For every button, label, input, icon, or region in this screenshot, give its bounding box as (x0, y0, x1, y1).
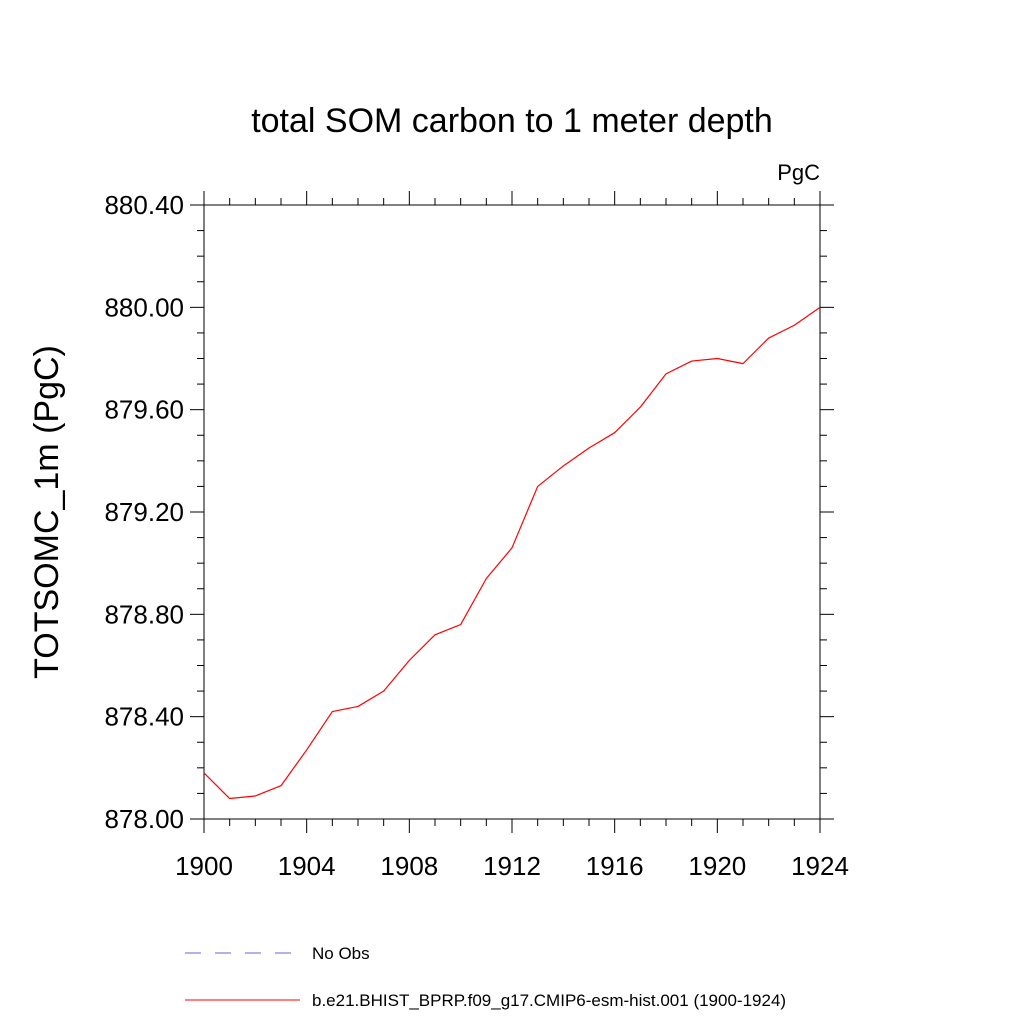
y-tick-label: 879.20 (104, 497, 184, 527)
y-tick-label: 880.00 (104, 292, 184, 322)
y-tick-labels: 878.00 878.40 878.80 879.20 879.60 880.00 880.… (104, 190, 184, 834)
legend: No Obs b.e21.BHIST_BPRP.f09_g17.CMIP6-es… (185, 944, 786, 1010)
x-tick-label: 1908 (380, 851, 438, 881)
axis-ticks (190, 191, 834, 833)
legend-no-obs-label: No Obs (312, 944, 370, 963)
x-tick-label: 1904 (278, 851, 336, 881)
series-lines (203, 306, 821, 800)
x-tick-label: 1924 (791, 851, 849, 881)
y-tick-label: 878.80 (104, 599, 184, 629)
y-tick-label: 880.40 (104, 190, 184, 220)
legend-series-label: b.e21.BHIST_BPRP.f09_g17.CMIP6-esm-hist.… (312, 991, 786, 1010)
y-tick-label: 878.40 (104, 702, 184, 732)
y-tick-label: 879.60 (104, 395, 184, 425)
x-tick-labels: 1900 1904 1908 1912 1916 1920 1924 (175, 851, 849, 881)
x-tick-label: 1912 (483, 851, 541, 881)
chart-title: total SOM carbon to 1 meter depth (251, 102, 773, 140)
x-tick-label: 1900 (175, 851, 233, 881)
x-tick-label: 1916 (586, 851, 644, 881)
series-line (203, 306, 821, 800)
plot-frame (203, 204, 821, 820)
y-tick-label: 878.00 (104, 804, 184, 834)
units-label: PgC (777, 160, 820, 185)
x-tick-label: 1920 (688, 851, 746, 881)
y-axis-label: TOTSOMC_1m (PgC) (28, 345, 66, 679)
